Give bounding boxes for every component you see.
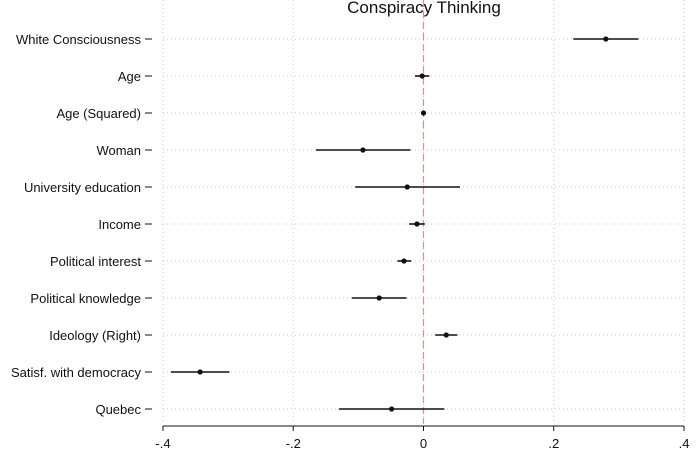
row-label: Age (118, 69, 141, 84)
row-labels: White Consciousness Age Age (Squared) Woman… (11, 32, 152, 417)
row-label: Ideology (Right) (49, 328, 141, 343)
x-tick-label: -.2 (286, 436, 301, 451)
point-estimate (197, 369, 203, 375)
row-label: University education (24, 180, 141, 195)
point-estimate (401, 258, 407, 264)
point-estimate (603, 36, 609, 42)
row-label: Age (Squared) (56, 106, 141, 121)
point-estimate (388, 406, 395, 412)
point-estimate (419, 73, 425, 79)
row-label: Woman (96, 143, 141, 158)
row-label: Satisf. with democracy (11, 365, 142, 380)
x-tick-label: -.4 (155, 436, 170, 451)
point-estimate (360, 147, 366, 153)
row-label: White Consciousness (16, 32, 141, 47)
estimates-layer (170, 36, 639, 412)
point-estimate (404, 184, 410, 190)
point-estimate (414, 221, 420, 227)
point-estimate (443, 332, 449, 338)
row-label: Political knowledge (30, 291, 141, 306)
point-estimate (376, 295, 382, 301)
x-tick-label: 0 (420, 436, 427, 451)
row-label: Quebec (95, 402, 141, 417)
row-label: Income (98, 217, 141, 232)
x-tick-label: .4 (679, 436, 690, 451)
point-estimate (420, 110, 427, 116)
x-tick-label: .2 (548, 436, 559, 451)
row-label: Political interest (50, 254, 141, 269)
x-axis: -.4 -.2 0 .2 .4 (155, 425, 690, 451)
